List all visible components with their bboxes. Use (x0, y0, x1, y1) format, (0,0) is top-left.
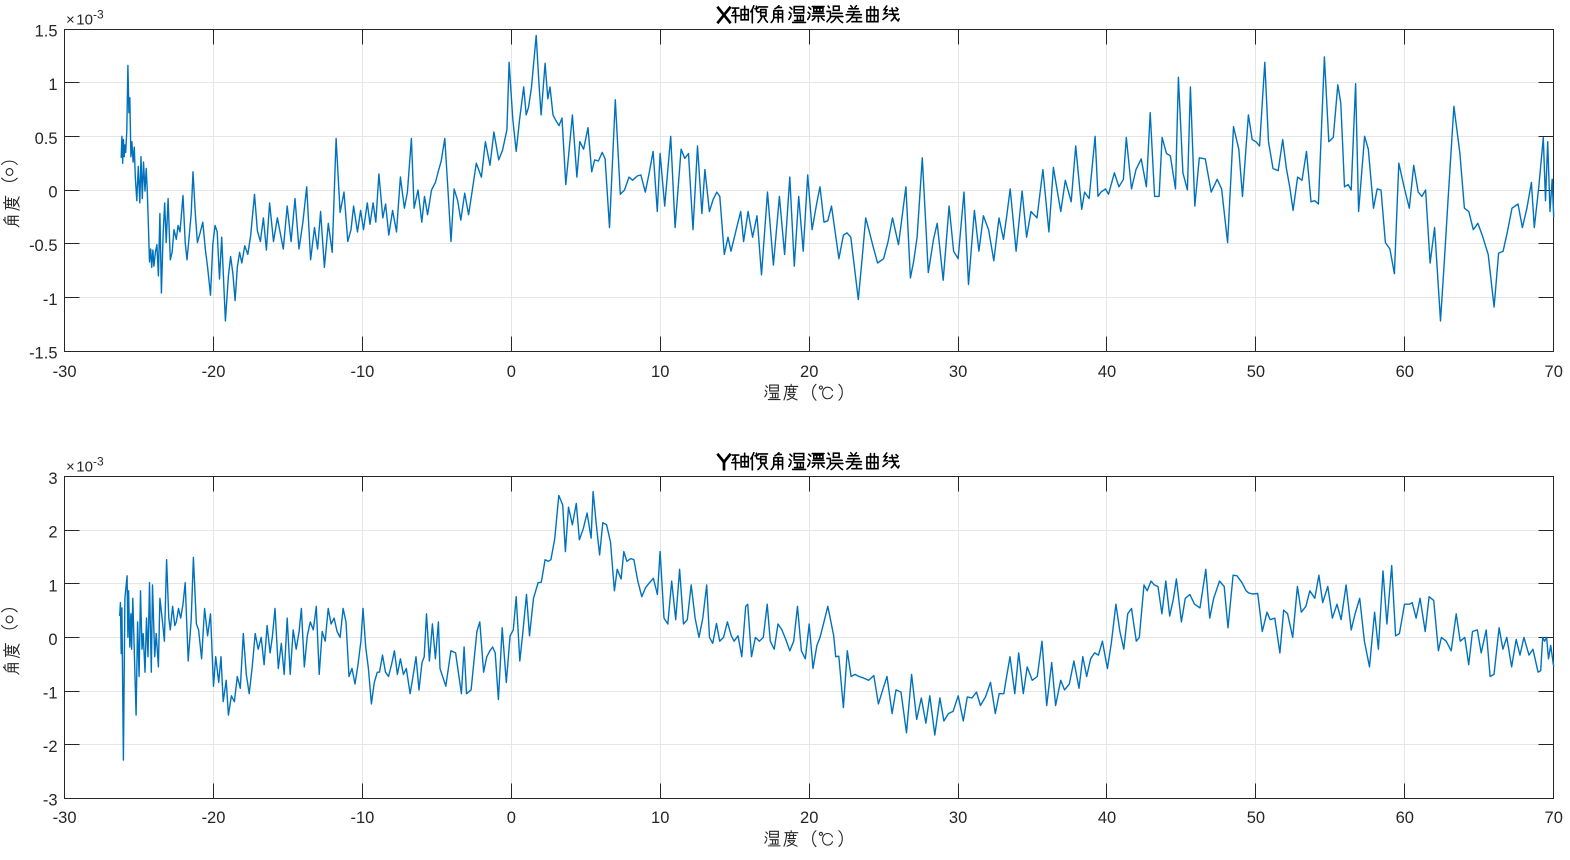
svg-text:-2: -2 (43, 738, 58, 756)
svg-text:-10: -10 (350, 363, 374, 381)
svg-text:20: 20 (800, 809, 818, 827)
svg-text:2: 2 (48, 524, 57, 542)
svg-text:-0.5: -0.5 (29, 237, 57, 255)
svg-text:-10: -10 (350, 809, 374, 827)
svg-text:30: 30 (949, 363, 967, 381)
svg-text:40: 40 (1098, 363, 1116, 381)
svg-text:70: 70 (1545, 809, 1563, 827)
svg-text:70: 70 (1545, 363, 1563, 381)
svg-text:-30: -30 (53, 809, 77, 827)
svg-text:60: 60 (1396, 363, 1414, 381)
svg-text:50: 50 (1247, 363, 1265, 381)
svg-text:1: 1 (48, 76, 57, 94)
svg-text:10: 10 (651, 809, 669, 827)
svg-text:-1: -1 (43, 685, 58, 703)
svg-text:10: 10 (651, 363, 669, 381)
svg-text:-20: -20 (202, 809, 226, 827)
svg-text:60: 60 (1396, 809, 1414, 827)
svg-text:0: 0 (507, 809, 516, 827)
svg-text:30: 30 (949, 809, 967, 827)
svg-text:1: 1 (48, 577, 57, 595)
svg-text:-1: -1 (43, 291, 58, 309)
svg-text:20: 20 (800, 363, 818, 381)
svg-text:-3: -3 (43, 792, 58, 810)
svg-text:0: 0 (48, 631, 57, 649)
svg-text:0: 0 (507, 363, 516, 381)
svg-text:-30: -30 (53, 363, 77, 381)
svg-text:-20: -20 (202, 363, 226, 381)
svg-text:0.5: 0.5 (35, 130, 58, 148)
svg-text:1.5: 1.5 (35, 23, 58, 41)
svg-text:50: 50 (1247, 809, 1265, 827)
svg-text:0: 0 (48, 184, 57, 202)
svg-text:40: 40 (1098, 809, 1116, 827)
svg-text:3: 3 (48, 470, 57, 488)
svg-text:-1.5: -1.5 (29, 345, 57, 363)
